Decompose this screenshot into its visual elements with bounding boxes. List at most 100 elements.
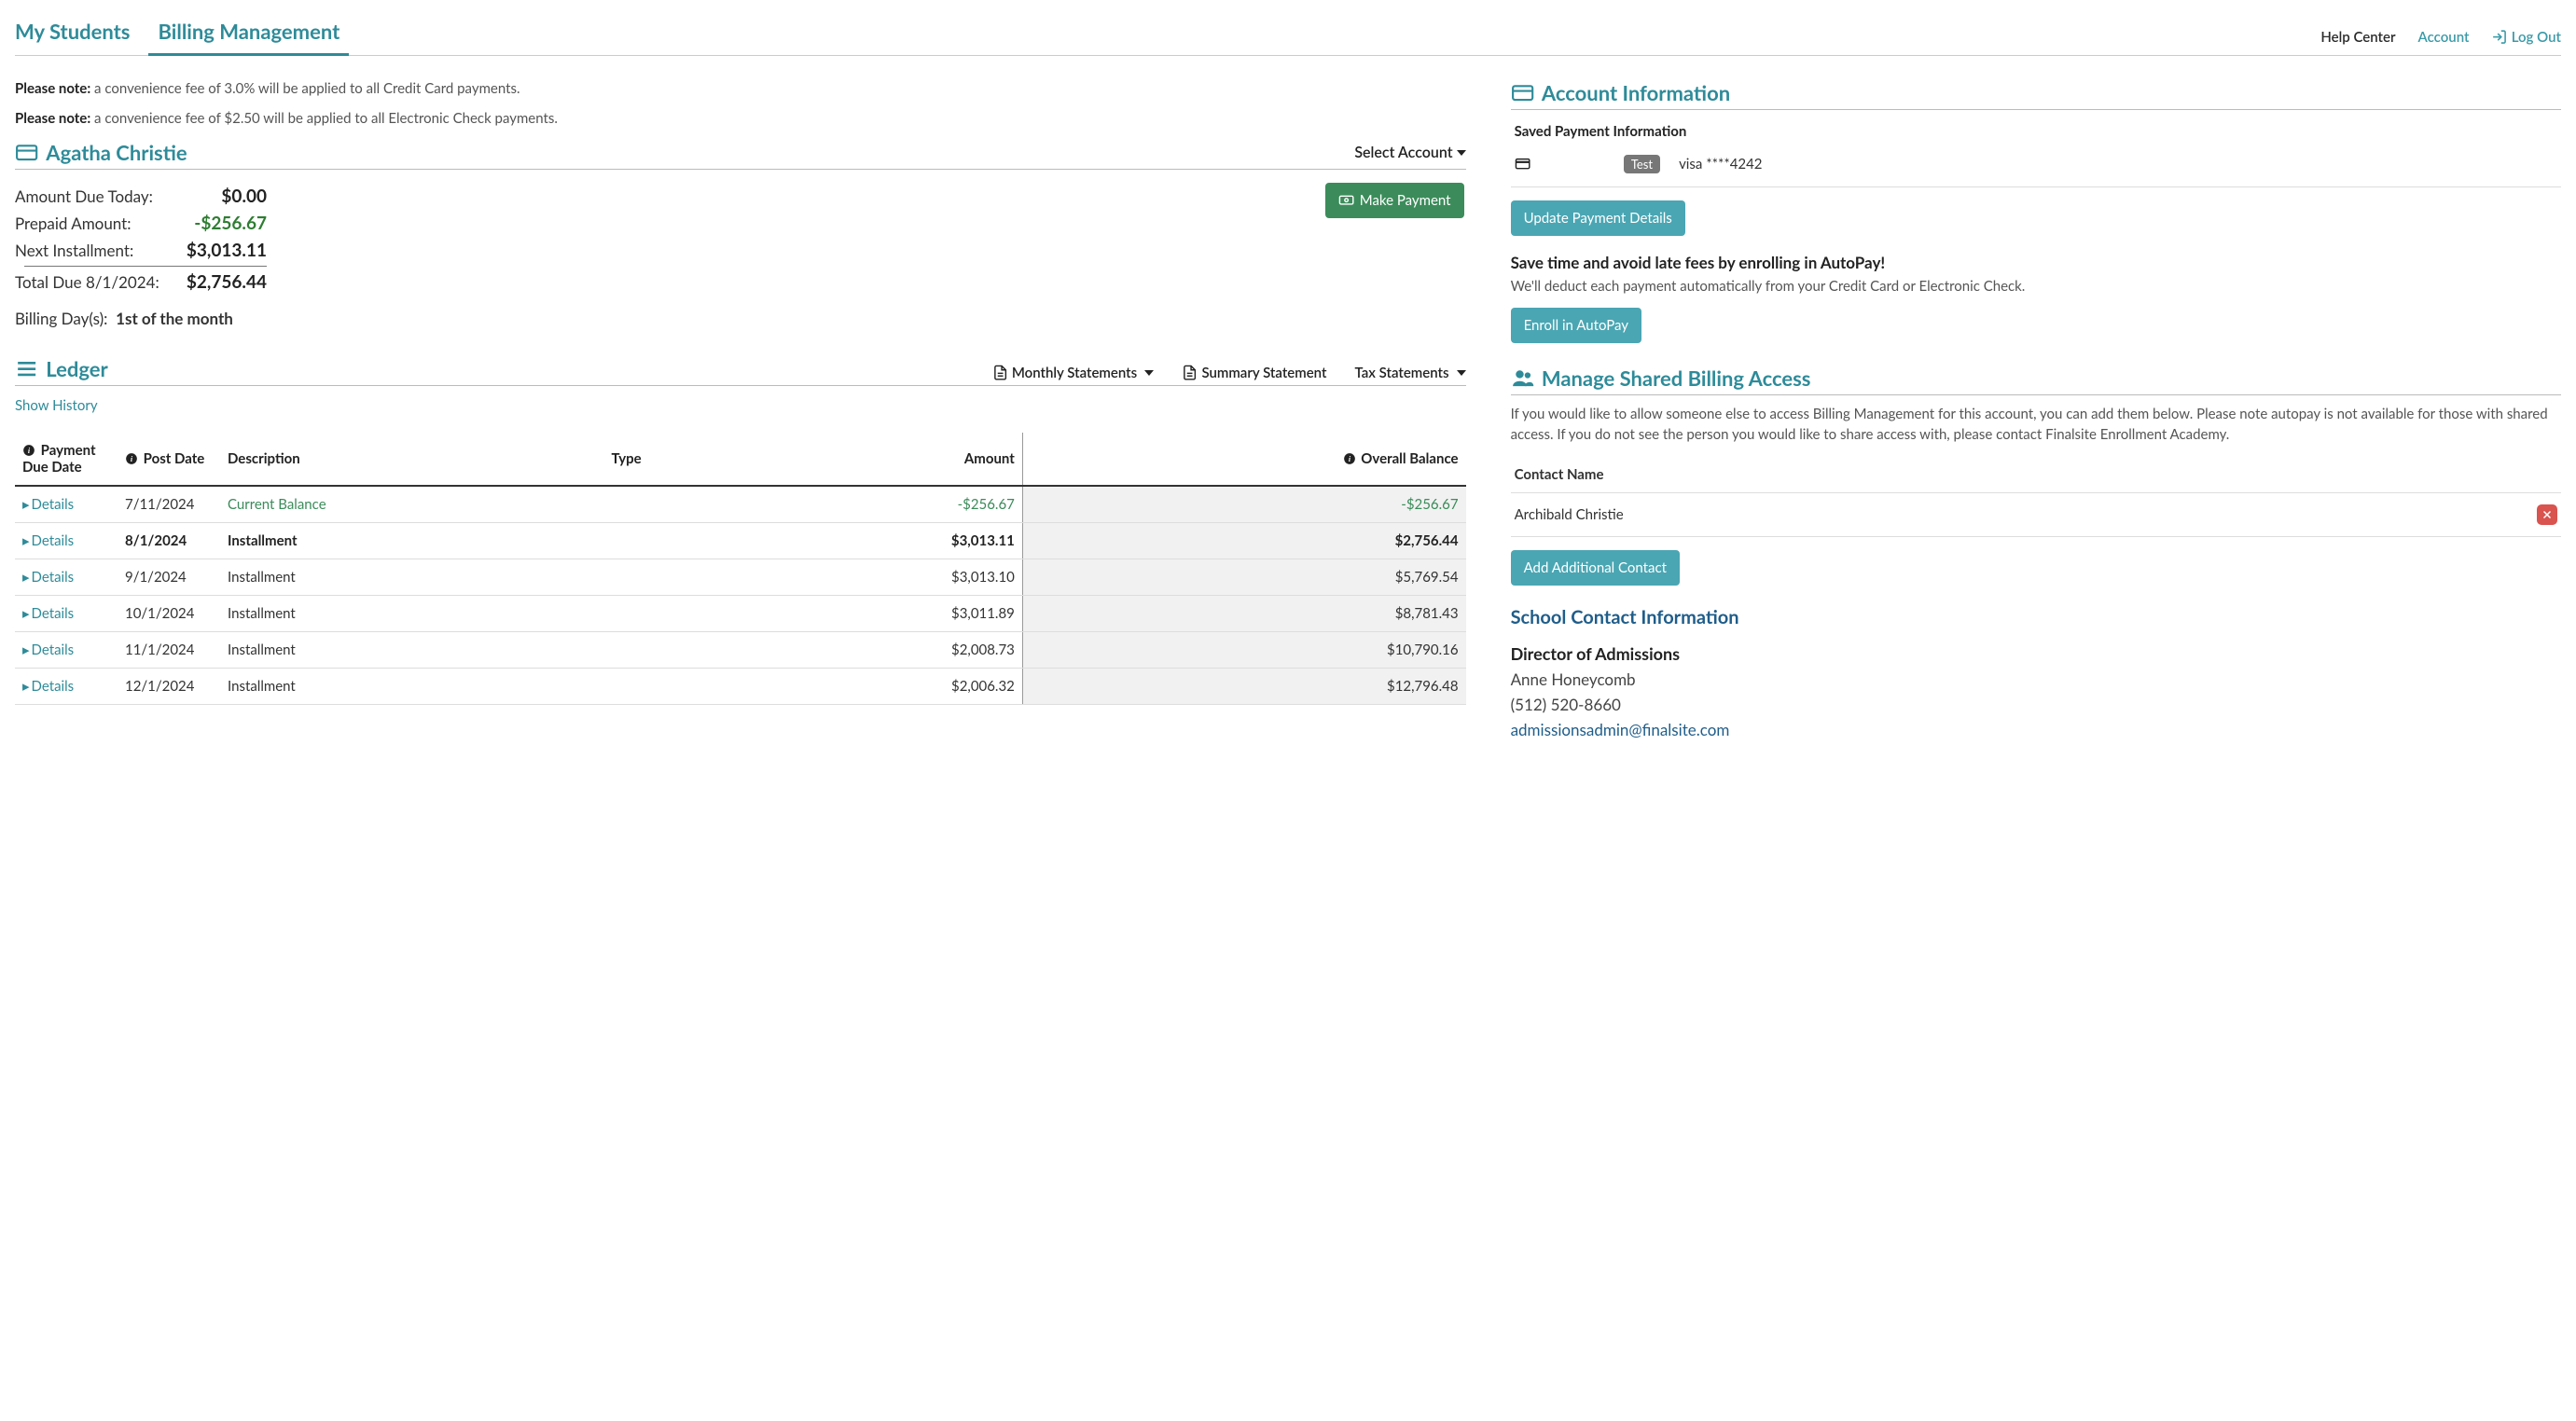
card-icon [1515,156,1530,172]
cell-amount: $3,011.89 [756,596,1023,632]
details-link[interactable]: ▸Details [15,559,118,596]
shared-desc: If you would like to allow someone else … [1511,405,2561,446]
total-due-label: Total Due 8/1/2024: [15,272,164,292]
add-contact-button[interactable]: Add Additional Contact [1511,550,1680,586]
remove-contact-button[interactable] [2537,504,2557,525]
cell-balance: $2,756.44 [1022,523,1465,559]
info-icon: i [22,444,35,457]
col-balance: Overall Balance [1361,450,1458,467]
update-payment-button[interactable]: Update Payment Details [1511,200,1685,236]
cell-description: Installment [220,596,604,632]
col-amount: Amount [756,433,1023,486]
cell-due-date: 8/1/2024 [118,523,220,559]
autopay-title: Save time and avoid late fees by enrolli… [1511,253,2561,272]
show-history-link[interactable]: Show History [15,397,98,414]
monthly-statements-dropdown[interactable]: Monthly Statements [992,365,1155,381]
prepaid-label: Prepaid Amount: [15,214,164,233]
enroll-autopay-button[interactable]: Enroll in AutoPay [1511,308,1641,343]
info-icon: i [125,452,138,465]
card-icon [1511,81,1534,104]
doc-icon [992,365,1008,380]
top-nav: My Students Billing Management Help Cent… [15,7,2561,56]
details-link[interactable]: ▸Details [15,486,118,523]
student-name: Agatha Christie [46,140,187,165]
contact-name-header: Contact Name [1511,453,2561,493]
ledger-table: i Payment Due Date i Post Date Descripti… [15,433,1466,705]
table-row: ▸Details8/1/2024Installment $3,013.11$2,7… [15,523,1466,559]
card-last4: visa ****4242 [1679,156,1762,172]
logout-icon [2491,29,2507,45]
cell-balance: -$256.67 [1022,486,1465,523]
table-row: ▸Details10/1/2024Installment $3,011.89$8,… [15,596,1466,632]
saved-payment-title: Saved Payment Information [1515,123,2561,140]
shared-contact-name: Archibald Christie [1515,506,1624,523]
billing-days: Billing Day(s): 1st of the month [15,309,1466,328]
cell-amount: $2,006.32 [756,669,1023,705]
shared-access-section: Manage Shared Billing Access [1511,366,2561,395]
col-type: Type [604,433,756,486]
cell-amount: -$256.67 [756,486,1023,523]
cell-type [604,486,756,523]
list-icon [15,357,38,380]
details-link[interactable]: ▸Details [15,596,118,632]
cell-description: Installment [220,669,604,705]
col-post-date: Post Date [144,450,205,467]
amounts-summary: Amount Due Today: $0.00 Prepaid Amount: -$… [15,183,267,296]
cell-amount: $2,008.73 [756,632,1023,669]
cell-type [604,632,756,669]
account-info-section: Account Information [1511,80,2561,110]
tab-my-students[interactable]: My Students [15,7,148,55]
make-payment-button[interactable]: Make Payment [1325,183,1464,218]
cell-description: Current Balance [220,486,604,523]
doc-icon [1182,365,1198,380]
cell-description: Installment [220,632,604,669]
school-role: Director of Admissions [1511,643,2561,664]
make-payment-label: Make Payment [1360,192,1451,209]
cell-due-date: 9/1/2024 [118,559,220,596]
school-name: Anne Honeycomb [1511,669,2561,689]
cell-amount: $3,013.10 [756,559,1023,596]
amount-due-today: $0.00 [183,186,267,207]
details-link[interactable]: ▸Details [15,523,118,559]
main-tabs: My Students Billing Management [15,7,349,55]
table-row: ▸Details9/1/2024Installment $3,013.10$5,7… [15,559,1466,596]
logout-link[interactable]: Log Out [2491,29,2561,46]
amount-due-today-label: Amount Due Today: [15,186,164,206]
cell-balance: $12,796.48 [1022,669,1465,705]
cell-balance: $5,769.54 [1022,559,1465,596]
cell-type [604,559,756,596]
account-link[interactable]: Account [2417,29,2469,46]
cell-balance: $10,790.16 [1022,632,1465,669]
next-installment-label: Next Installment: [15,241,164,260]
table-row: ▸Details12/1/2024Installment $2,006.32$12… [15,669,1466,705]
details-link[interactable]: ▸Details [15,632,118,669]
tab-billing-management[interactable]: Billing Management [148,7,349,56]
table-row: ▸Details11/1/2024Installment $2,008.73$10… [15,632,1466,669]
help-center-link[interactable]: Help Center [2320,29,2395,46]
cell-due-date: 11/1/2024 [118,632,220,669]
payment-method-row: Test visa ****4242 [1511,149,2561,187]
select-account-dropdown[interactable]: Select Account [1354,144,1465,161]
cell-amount: $3,013.11 [756,523,1023,559]
school-email[interactable]: admissionsadmin@finalsite.com [1511,720,2561,739]
cell-type [604,669,756,705]
prepaid-amount: -$256.67 [183,213,267,234]
cell-due-date: 12/1/2024 [118,669,220,705]
tax-statements-dropdown[interactable]: Tax Statements [1354,365,1465,381]
cash-icon [1338,192,1354,208]
test-badge: Test [1624,155,1660,173]
info-icon: i [1343,452,1356,465]
cell-description: Installment [220,559,604,596]
student-section: Agatha Christie Select Account [15,140,1466,170]
cell-due-date: 7/11/2024 [118,486,220,523]
summary-statement-link[interactable]: Summary Statement [1182,365,1326,381]
cell-due-date: 10/1/2024 [118,596,220,632]
cell-description: Installment [220,523,604,559]
ledger-title: Ledger [15,356,108,381]
cell-balance: $8,781.43 [1022,596,1465,632]
users-icon [1511,366,1534,390]
cell-type [604,596,756,632]
table-row: ▸Details7/11/2024Current Balance -$256.67… [15,486,1466,523]
autopay-desc: We'll deduct each payment automatically … [1511,278,2561,295]
details-link[interactable]: ▸Details [15,669,118,705]
